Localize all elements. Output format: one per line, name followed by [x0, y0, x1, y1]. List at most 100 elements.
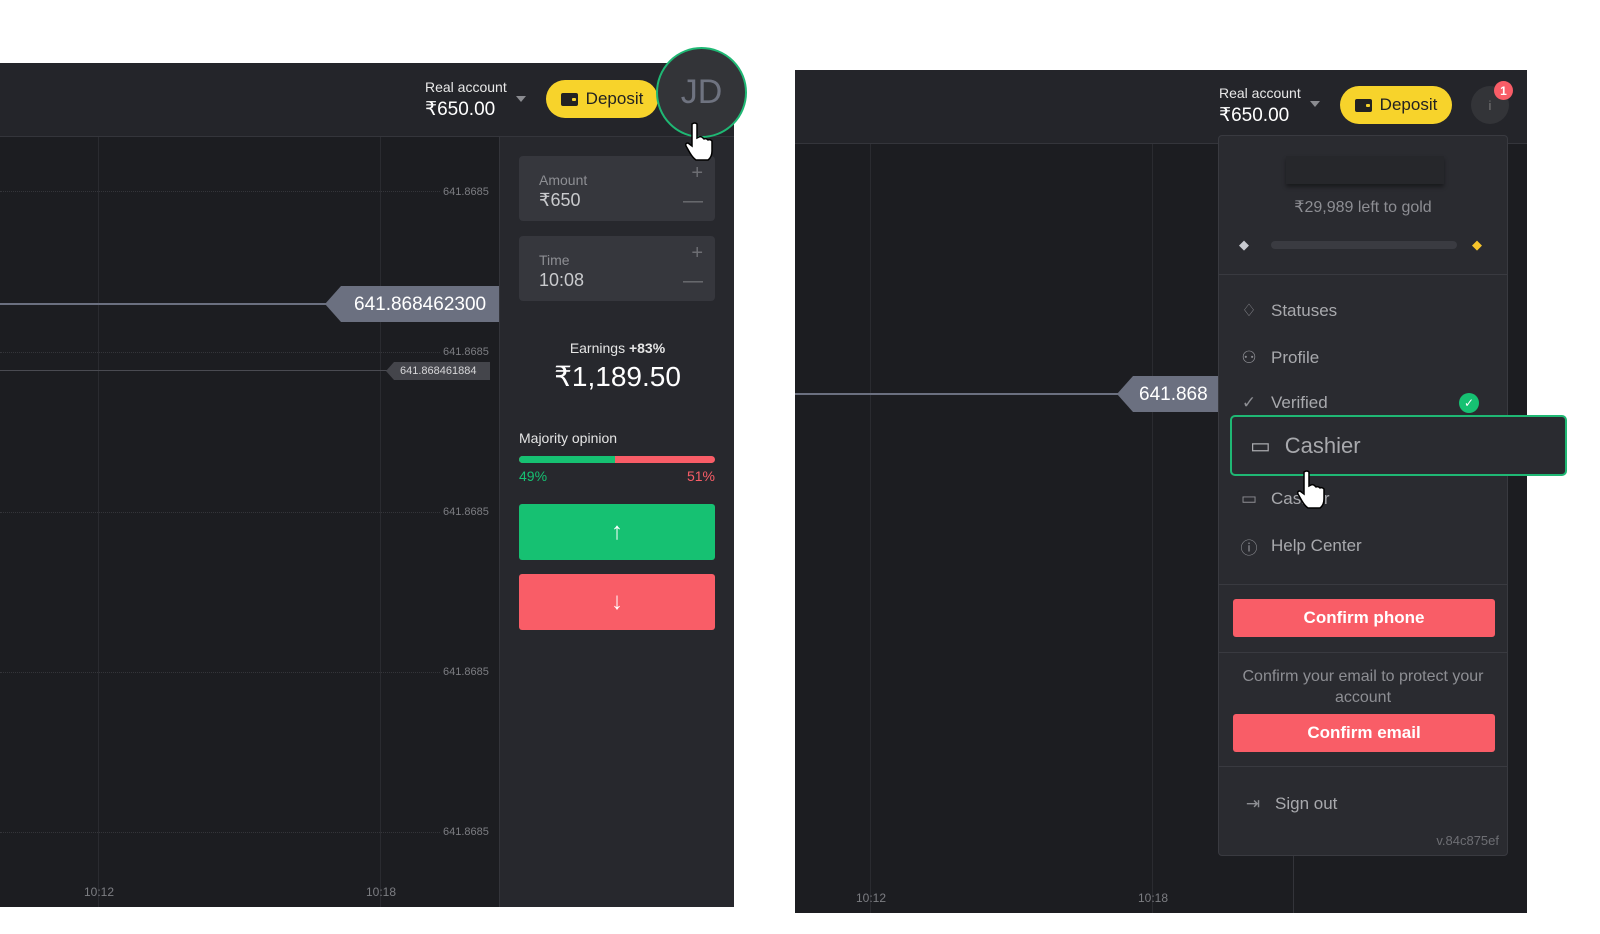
account-dropdown-icon[interactable] [516, 96, 526, 102]
price-line [0, 303, 340, 305]
sign-out-button[interactable]: ⇥ Sign out [1243, 794, 1338, 814]
menu-label: Verified [1271, 393, 1328, 412]
secondary-price-tag: 641.868461884 [386, 362, 490, 380]
confirm-email-button[interactable]: Confirm email [1233, 714, 1495, 752]
time-field[interactable]: Time 10:08 + — [519, 236, 715, 301]
y-tick: 641.8685 [443, 346, 489, 358]
x-tick: 10:18 [366, 885, 397, 899]
amount-value[interactable]: ₹650 [539, 190, 581, 210]
grid-line [0, 512, 440, 513]
amount-minus-button[interactable]: — [683, 190, 703, 212]
gold-progress-bar [1271, 241, 1457, 249]
y-tick: 641.8685 [443, 666, 489, 678]
x-tick: 10:12 [856, 891, 887, 905]
amount-plus-button[interactable]: + [691, 162, 703, 184]
gold-progress-text: ₹29,989 left to gold [1294, 199, 1432, 216]
header: Real account ₹650.00 Deposit i 1 [795, 70, 1527, 144]
balance[interactable]: ₹650.00 [1219, 105, 1290, 126]
menu-label: Profile [1271, 348, 1320, 367]
majority-label: Majority opinion [519, 430, 618, 446]
time-value[interactable]: 10:08 [539, 270, 585, 290]
account-menu: ₹29,989 left to gold ◆ ◆ ♢ Statuses ⚇ Prof… [1218, 135, 1508, 856]
divider [1219, 652, 1507, 653]
secondary-price-line [0, 370, 400, 371]
price-line [795, 393, 1125, 395]
y-tick: 641.8685 [443, 826, 489, 838]
trade-sidebar: Amount ₹650 + — Time 10:08 + — Earnings … [499, 137, 734, 907]
check-circle-icon: ✓ [1241, 393, 1257, 412]
version-label: v.84c875ef [1436, 833, 1499, 848]
x-tick: 10:18 [1138, 891, 1169, 905]
grid-line [0, 672, 440, 673]
x-tick: 10:12 [84, 885, 115, 899]
diamond-icon: ♢ [1241, 301, 1257, 320]
user-icon: ⚇ [1241, 348, 1257, 367]
confirm-phone-button[interactable]: Confirm phone [1233, 599, 1495, 637]
y-tick: 641.8685 [443, 506, 489, 518]
notification-badge: 1 [1494, 81, 1513, 100]
hand-cursor-icon [1297, 470, 1325, 509]
majority-up-fill [519, 456, 616, 463]
account-label: Real account [1219, 85, 1301, 101]
up-pct: 49% [519, 468, 548, 484]
wallet-icon: ▭ [1250, 432, 1271, 458]
status-badge-placeholder [1286, 156, 1444, 184]
current-price-tag: 641.868 [1117, 376, 1218, 412]
sign-out-icon: ⇥ [1245, 794, 1261, 813]
amount-label: Amount [539, 172, 588, 188]
grid-line [0, 352, 440, 353]
earnings-value: ₹1,189.50 [554, 361, 681, 392]
divider [1219, 584, 1507, 585]
amount-field[interactable]: Amount ₹650 + — [519, 156, 715, 221]
deposit-button[interactable]: Deposit [546, 80, 658, 118]
info-icon: ⓘ [1240, 538, 1258, 558]
account-dropdown-icon[interactable] [1310, 101, 1320, 107]
time-minus-button[interactable]: — [683, 270, 703, 292]
hand-cursor-icon [685, 122, 713, 161]
menu-item-statuses[interactable]: ♢ Statuses [1239, 301, 1337, 321]
verified-check-icon: ✓ [1459, 393, 1479, 413]
down-button[interactable]: ↓ [519, 574, 715, 630]
wallet-icon [1354, 98, 1372, 112]
earnings-pct: +83% [628, 340, 666, 356]
grid-line [1152, 144, 1153, 913]
email-note: Confirm your email to protect your accou… [1242, 668, 1484, 706]
divider [1219, 274, 1507, 275]
arrow-up-icon: ↑ [611, 518, 623, 545]
menu-label: Sign out [1275, 794, 1338, 813]
current-price-tag: 641.868462300 [325, 286, 500, 322]
wallet-icon: ▭ [1240, 489, 1258, 508]
time-plus-button[interactable]: + [691, 242, 703, 264]
arrow-down-icon: ↓ [611, 588, 623, 615]
menu-item-profile[interactable]: ⚇ Profile [1239, 348, 1319, 368]
account-label: Real account [425, 79, 507, 95]
menu-label: Statuses [1271, 301, 1338, 320]
down-pct: 51% [686, 468, 715, 484]
silver-diamond-icon: ◆ [1239, 237, 1249, 252]
cashier-highlight[interactable]: ▭ Cashier [1230, 415, 1567, 476]
menu-item-help-center[interactable]: ⓘ Help Center [1239, 536, 1362, 558]
left-screenshot: Real account ₹650.00 Deposit 641.8685 64… [0, 63, 734, 907]
grid-line [380, 137, 381, 907]
earnings-row: Earnings +83% [500, 340, 734, 356]
grid-line [0, 832, 440, 833]
avatar-button[interactable]: JD [656, 47, 747, 138]
menu-item-verified[interactable]: ✓ Verified [1239, 393, 1328, 413]
balance[interactable]: ₹650.00 [425, 99, 496, 120]
deposit-button[interactable]: Deposit [1340, 86, 1452, 124]
y-tick: 641.8685 [443, 186, 489, 198]
earnings-label: Earnings [569, 340, 626, 356]
deposit-label: Deposit [1379, 95, 1438, 114]
cashier-label: Cashier [1284, 432, 1361, 458]
gold-diamond-icon: ◆ [1472, 237, 1482, 252]
menu-label: Help Center [1271, 536, 1362, 555]
grid-line [0, 191, 440, 192]
header: Real account ₹650.00 Deposit [0, 63, 734, 137]
time-label: Time [539, 252, 570, 268]
deposit-label: Deposit [585, 89, 644, 108]
divider [1219, 766, 1507, 767]
majority-bar [519, 456, 715, 463]
grid-line [870, 144, 871, 913]
wallet-icon [560, 92, 578, 106]
up-button[interactable]: ↑ [519, 504, 715, 560]
